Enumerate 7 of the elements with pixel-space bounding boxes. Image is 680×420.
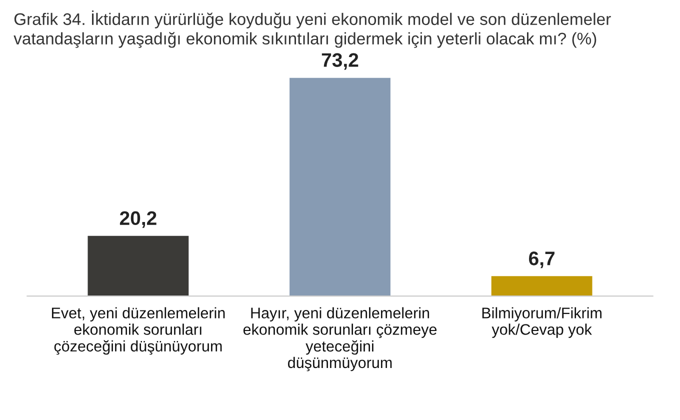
data-label: 20,2 xyxy=(120,211,156,228)
data-label: 73,2 xyxy=(322,53,358,70)
x-tick-label: Evet, yeni düzenlemelerin ekonomik sorunları çözeceğini düşünüyorum xyxy=(52,307,225,355)
chart-title: Grafik 34. İktidarın yürürlüğe koyduğu yeni ekonomik model ve son düzenlemeler vatandaşların yaşadığı ekonomik sıkıntıları gidermek için yeterli olacak mı? (%) xyxy=(14,10,611,48)
data-label: 6,7 xyxy=(529,252,554,268)
x-tick-label: Bilmiyorum/Fikrim yok/Cevap yok xyxy=(482,307,602,338)
x-tick-label: Hayır, yeni düzenlemelerin ekonomik sorunları çözmeye yeteceğini düşünmüyorum xyxy=(243,307,437,372)
